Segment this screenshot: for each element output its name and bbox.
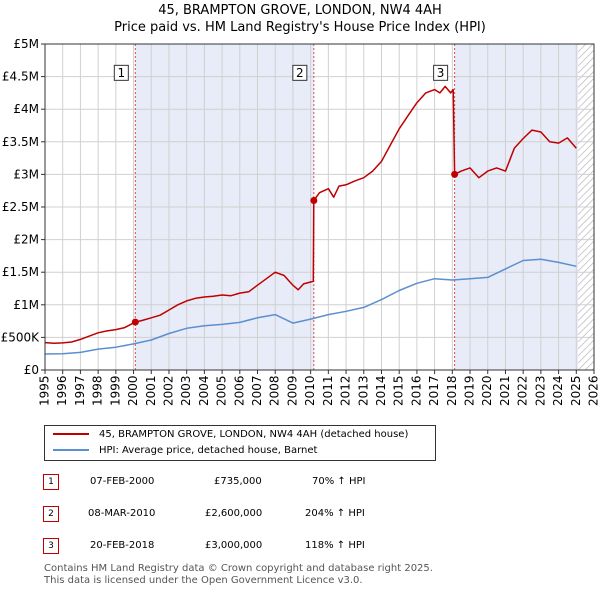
y-tick-label: £3M	[13, 167, 39, 181]
sale-marker-box	[113, 64, 129, 81]
y-tick-label: £3.5M	[2, 135, 39, 149]
legend-item-hpi: HPI: Average price, detached house, Barn…	[53, 445, 317, 459]
sale-hpi-change: 204% ↑ HPI	[305, 508, 365, 519]
y-tick-label: £500K	[1, 330, 41, 344]
legend-swatch-hpi	[53, 449, 89, 451]
x-tick-label: 2006	[232, 375, 246, 406]
x-tick-label: 2023	[533, 375, 547, 406]
x-tick-label: 1998	[91, 375, 105, 406]
chart-subtitle: Price paid vs. HM Land Registry's House …	[114, 20, 486, 35]
sale-number-badge: 3	[43, 538, 59, 554]
sale-row: 2 08-MAR-2010 £2,600,000 204% ↑ HPI	[0, 506, 600, 524]
y-tick-label: £4.5M	[2, 70, 39, 84]
sale-price: £3,000,000	[205, 540, 263, 551]
x-tick-label: 2014	[374, 375, 388, 406]
x-tick-label: 2025	[569, 375, 583, 406]
x-tick-label: 2015	[392, 375, 406, 406]
x-tick-label: 2024	[551, 375, 565, 406]
sale-point	[451, 170, 459, 178]
hpi-series-line	[44, 258, 577, 355]
x-tick-label: 2001	[144, 375, 158, 406]
sale-hpi-change: 70% ↑ HPI	[312, 476, 366, 487]
footer-licence: This data is licensed under the Open Gov…	[44, 575, 363, 586]
x-tick-label: 1997	[73, 375, 87, 406]
sale-marker-label: 1	[117, 66, 125, 80]
x-tick-label: 2005	[215, 375, 229, 406]
x-tick-label: 2019	[463, 375, 477, 406]
legend-label-hpi: HPI: Average price, detached house, Barn…	[99, 445, 318, 456]
sale-point	[131, 318, 139, 326]
legend-item-property: 45, BRAMPTON GROVE, LONDON, NW4 4AH (det…	[53, 429, 408, 443]
chart-title-address: 45, BRAMPTON GROVE, LONDON, NW4 4AH	[158, 3, 442, 18]
sale-marker-label: 2	[296, 66, 304, 80]
sale-row: 3 20-FEB-2018 £3,000,000 118% ↑ HPI	[0, 538, 600, 556]
sale-date: 20-FEB-2018	[90, 540, 155, 551]
x-tick-label: 2012	[339, 375, 353, 406]
x-tick-label: 2000	[126, 375, 140, 406]
x-tick-label: 2010	[303, 375, 317, 406]
property-series-line	[44, 85, 577, 345]
x-tick-label: 1995	[38, 375, 52, 406]
sale-number-badge: 1	[43, 474, 59, 490]
sale-marker-box	[292, 64, 308, 81]
x-tick-label: 2002	[161, 375, 175, 406]
x-tick-label: 2008	[268, 375, 282, 406]
x-tick-label: 2020	[480, 375, 494, 406]
x-tick-label: 2018	[445, 375, 459, 406]
x-tick-label: 2007	[250, 375, 264, 406]
x-tick-label: 2004	[197, 375, 211, 406]
legend: 45, BRAMPTON GROVE, LONDON, NW4 4AH (det…	[44, 425, 436, 461]
x-tick-label: 2003	[179, 375, 193, 406]
y-tick-label: £2.5M	[2, 200, 39, 214]
x-tick-label: 1996	[55, 375, 69, 406]
sale-row: 1 07-FEB-2000 £735,000 70% ↑ HPI	[0, 474, 600, 492]
legend-label-property: 45, BRAMPTON GROVE, LONDON, NW4 4AH (det…	[99, 429, 409, 440]
x-tick-label: 1999	[108, 375, 122, 406]
footer-copyright: Contains HM Land Registry data © Crown c…	[44, 563, 433, 574]
sale-point	[310, 196, 318, 204]
x-tick-label: 2016	[409, 375, 423, 406]
sale-price: £2,600,000	[205, 508, 263, 519]
sale-date: 08-MAR-2010	[88, 508, 156, 519]
sale-hpi-change: 118% ↑ HPI	[305, 540, 365, 551]
y-tick-label: £4M	[13, 102, 39, 116]
y-tick-label: £2M	[13, 233, 39, 247]
x-tick-label: 2021	[498, 375, 512, 406]
y-tick-label: £1M	[13, 298, 39, 312]
y-tick-label: £1.5M	[2, 265, 39, 279]
x-tick-label: 2011	[321, 375, 335, 406]
legend-swatch-property	[53, 433, 89, 435]
sale-marker-label: 3	[437, 66, 445, 80]
sale-price: £735,000	[214, 476, 262, 487]
x-tick-label: 2009	[285, 375, 299, 406]
x-tick-label: 2026	[587, 375, 600, 406]
x-tick-label: 2013	[356, 375, 370, 406]
x-tick-label: 2022	[516, 375, 530, 406]
sale-number-badge: 2	[43, 506, 59, 522]
sale-marker-box	[433, 64, 449, 81]
y-tick-label: £0	[24, 363, 39, 377]
x-tick-label: 2017	[427, 375, 441, 406]
price-chart: 1 2 3 1995 1996 1997 1998 1999 2000 2001 2002 2003…	[1, 37, 600, 406]
y-tick-label: £5M	[13, 37, 39, 51]
sale-date: 07-FEB-2000	[90, 476, 155, 487]
